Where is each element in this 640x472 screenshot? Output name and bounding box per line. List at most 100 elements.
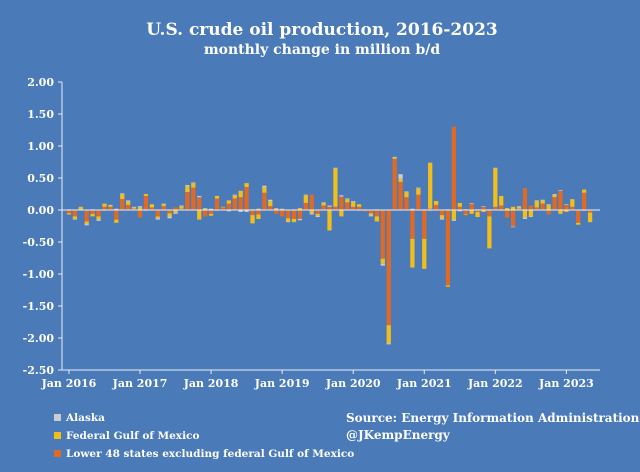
bar-gulf bbox=[309, 210, 314, 214]
bar-lower48 bbox=[380, 210, 385, 259]
bar-gulf bbox=[522, 210, 528, 218]
bar-gulf bbox=[256, 214, 261, 219]
bar-lower48 bbox=[481, 206, 486, 210]
bar-lower48 bbox=[297, 210, 303, 219]
legend-swatch-gulf bbox=[54, 432, 61, 439]
bar-alaska bbox=[285, 221, 291, 223]
bar-alaska bbox=[197, 195, 202, 198]
bar-lower48 bbox=[546, 210, 551, 215]
x-tick-label: Jan 2021 bbox=[396, 377, 452, 390]
bar-gulf bbox=[161, 204, 166, 207]
bar-lower48 bbox=[203, 210, 208, 217]
chart-title: U.S. crude oil production, 2016-2023 bbox=[146, 20, 497, 40]
bar-alaska bbox=[404, 191, 409, 193]
bar-gulf bbox=[155, 216, 160, 219]
bar-alaska bbox=[280, 208, 285, 210]
bar-lower48 bbox=[510, 210, 516, 227]
legend-swatch-alaska bbox=[54, 414, 61, 421]
bar-gulf bbox=[475, 211, 480, 218]
bar-lower48 bbox=[161, 206, 166, 210]
bar-alaska bbox=[120, 193, 125, 194]
bar-lower48 bbox=[226, 203, 231, 210]
bar-gulf bbox=[126, 201, 131, 205]
bar-gulf bbox=[303, 195, 308, 203]
bar-gulf bbox=[392, 157, 397, 159]
bar-gulf bbox=[315, 213, 320, 216]
bar-lower48 bbox=[66, 210, 72, 214]
bar-gulf bbox=[528, 210, 533, 217]
x-tick-label: Jan 2022 bbox=[467, 377, 523, 390]
bar-lower48 bbox=[540, 203, 545, 210]
bar-lower48 bbox=[90, 210, 95, 214]
bar-alaska bbox=[173, 212, 178, 214]
bar-lower48 bbox=[475, 210, 480, 212]
bar-lower48 bbox=[173, 207, 178, 210]
bar-lower48 bbox=[368, 210, 374, 214]
bar-lower48 bbox=[268, 206, 273, 210]
axes: 2.00 1.50 1.00 0.50 0.00 -0.50 -1.00 -1.50 -2.00… bbox=[23, 76, 600, 390]
bar-gulf bbox=[357, 204, 362, 207]
bar-lower48 bbox=[143, 195, 149, 210]
bar-gulf bbox=[481, 210, 486, 212]
bar-alaska bbox=[469, 202, 474, 204]
bar-gulf bbox=[78, 206, 83, 210]
bar-alaska bbox=[528, 216, 533, 218]
bar-alaska bbox=[410, 208, 415, 210]
bar-gulf bbox=[84, 221, 89, 225]
bar-lower48 bbox=[315, 210, 320, 214]
bar-lower48 bbox=[339, 196, 344, 210]
x-tick-label: Jan 2016 bbox=[41, 377, 97, 390]
bar-alaska bbox=[203, 208, 208, 209]
bar-lower48 bbox=[493, 206, 498, 210]
bar-gulf bbox=[149, 204, 154, 208]
bar-lower48 bbox=[564, 204, 569, 210]
y-tick-label: 0.00 bbox=[27, 204, 54, 217]
bar-alaska bbox=[256, 208, 261, 210]
bar-alaska bbox=[558, 190, 563, 191]
bar-lower48 bbox=[191, 187, 196, 210]
bar-lower48 bbox=[386, 210, 391, 326]
bar-gulf bbox=[66, 213, 72, 215]
bar-lower48 bbox=[428, 208, 433, 210]
bar-lower48 bbox=[433, 204, 439, 210]
bar-gulf bbox=[167, 213, 172, 217]
bar-gulf bbox=[220, 206, 226, 208]
bar-gulf bbox=[262, 186, 267, 193]
bar-gulf bbox=[197, 210, 202, 220]
legend-swatch-lower48 bbox=[54, 450, 61, 457]
bar-alaska bbox=[303, 194, 308, 196]
bar-gulf bbox=[179, 206, 184, 209]
bar-gulf bbox=[552, 194, 557, 198]
bar-lower48 bbox=[469, 203, 474, 210]
bar-gulf bbox=[72, 216, 78, 219]
bar-gulf bbox=[185, 186, 190, 193]
bar-alaska bbox=[457, 210, 462, 212]
bar-alaska bbox=[552, 194, 557, 195]
bar-lower48 bbox=[351, 206, 356, 210]
bar-alaska bbox=[345, 198, 350, 200]
bar-gulf bbox=[516, 206, 522, 209]
y-tick-label: 0.50 bbox=[27, 172, 54, 185]
bar-lower48 bbox=[374, 210, 380, 217]
bar-lower48 bbox=[398, 181, 403, 210]
bar-alaska bbox=[534, 200, 539, 202]
bar-gulf bbox=[96, 216, 101, 220]
bar-lower48 bbox=[167, 210, 172, 214]
bar-lower48 bbox=[197, 197, 202, 210]
bar-alaska bbox=[161, 203, 166, 205]
legend-label-alaska: Alaska bbox=[65, 412, 105, 424]
bar-lower48 bbox=[285, 210, 291, 219]
bar-gulf bbox=[374, 216, 380, 222]
bar-alaska bbox=[137, 206, 143, 208]
legend-label-gulf: Federal Gulf of Mexico bbox=[66, 430, 199, 442]
bar-lower48 bbox=[392, 158, 397, 210]
bar-lower48 bbox=[114, 210, 119, 220]
bar-lower48 bbox=[238, 197, 243, 210]
bar-alaska bbox=[131, 206, 137, 208]
chart-subtitle: monthly change in million b/d bbox=[204, 42, 441, 58]
bar-alaska bbox=[493, 167, 498, 169]
bar-lower48 bbox=[274, 210, 279, 214]
bar-lower48 bbox=[244, 186, 249, 210]
bar-lower48 bbox=[445, 210, 451, 286]
